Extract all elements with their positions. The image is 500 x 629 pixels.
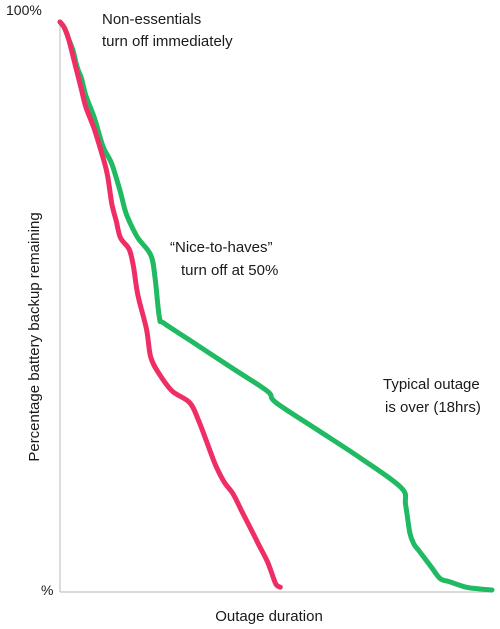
x-axis-label: Outage duration [215, 608, 323, 625]
y-tick-bottom: % [41, 582, 53, 598]
annotation-non-essentials-line-1: Non-essentials [102, 11, 201, 28]
y-tick-top: 100% [6, 2, 42, 18]
y-axis-label: Percentage battery backup remaining [26, 212, 43, 461]
series-layer [57, 19, 495, 593]
annotation-non-essentials-line-2: turn off immediately [102, 33, 233, 50]
annotation-nice-to-haves-line-2: turn off at 50% [181, 262, 278, 279]
series-line-pink [57, 19, 283, 590]
annotation-typical-outage-line-1: Typical outage [383, 376, 480, 393]
annotation-nice-to-haves-line-1: “Nice-to-haves” [170, 239, 273, 256]
annotation-nice-to-haves: “Nice-to-haves” turn off at 50% [170, 239, 278, 279]
series-line-green [57, 19, 495, 593]
annotation-typical-outage-line-2: is over (18hrs) [385, 399, 481, 416]
annotation-typical-outage: Typical outage is over (18hrs) [383, 376, 481, 416]
annotation-non-essentials: Non-essentials turn off immediately [102, 11, 233, 50]
axes [59, 22, 492, 593]
